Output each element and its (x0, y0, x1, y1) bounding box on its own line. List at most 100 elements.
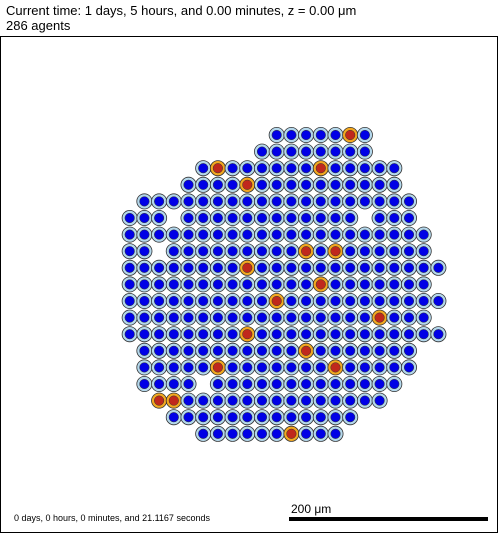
agent (180, 243, 197, 260)
agent-nucleus (403, 312, 415, 323)
agent-nucleus (359, 395, 370, 406)
agent-nucleus (124, 329, 135, 340)
agent-nucleus (212, 312, 223, 323)
agent (356, 160, 373, 177)
agent (136, 276, 153, 293)
agent-nucleus (330, 295, 341, 307)
agent-nucleus (212, 295, 223, 307)
agent-nucleus (301, 212, 312, 224)
agent (400, 326, 417, 343)
agent (356, 127, 373, 144)
agent (298, 226, 315, 243)
agent (342, 276, 359, 293)
agent-nucleus (389, 279, 400, 290)
agent (312, 375, 329, 392)
agent (342, 292, 359, 309)
agent (298, 425, 315, 442)
agent (151, 259, 168, 276)
agent-nucleus (433, 329, 444, 340)
agent-nucleus (389, 329, 400, 340)
agent (312, 359, 329, 376)
agent-nucleus (212, 163, 223, 174)
agent-nucleus (345, 362, 356, 373)
agent (342, 226, 359, 243)
agent-nucleus (139, 196, 150, 207)
agent-nucleus (286, 279, 297, 290)
agent-nucleus (227, 428, 238, 439)
agent (121, 209, 138, 226)
agent-nucleus (286, 163, 297, 174)
agent (386, 160, 403, 177)
agent (180, 259, 197, 276)
agent-nucleus (168, 295, 179, 307)
agent-nucleus (315, 312, 326, 323)
agent (400, 226, 417, 243)
agent (136, 243, 153, 260)
agent-nucleus (315, 412, 326, 423)
agent-nucleus (198, 229, 209, 240)
agent-nucleus (374, 163, 385, 174)
agent (136, 359, 153, 376)
agent (386, 292, 403, 309)
agent (121, 309, 138, 326)
agent (268, 326, 285, 343)
agent (165, 359, 182, 376)
agent-nucleus (286, 212, 297, 224)
agent (195, 292, 212, 309)
special-agent (342, 127, 359, 144)
agent-nucleus (315, 229, 326, 240)
agent-nucleus (418, 312, 429, 323)
agent-nucleus (374, 212, 385, 224)
agent (268, 409, 285, 426)
agent-nucleus (154, 345, 165, 356)
agent-nucleus (330, 395, 341, 406)
agent (165, 326, 182, 343)
agent-nucleus (154, 279, 165, 290)
special-agent (312, 160, 329, 177)
agent-nucleus (315, 196, 326, 207)
agent-nucleus (359, 246, 370, 257)
agent (386, 309, 403, 326)
agent (342, 209, 359, 226)
agent (415, 276, 432, 293)
agent (327, 276, 344, 293)
agent-nucleus (256, 329, 268, 340)
agent-nucleus (212, 395, 223, 406)
agent-nucleus (227, 179, 238, 190)
agent-nucleus (374, 295, 385, 307)
agent (165, 259, 182, 276)
agent-nucleus (301, 295, 312, 307)
agent (165, 375, 182, 392)
agent (327, 392, 344, 409)
agent-nucleus (359, 279, 370, 290)
agent-nucleus (286, 295, 297, 307)
agent (195, 276, 212, 293)
current-time-label: Current time: 1 days, 5 hours, and 0.00 … (6, 3, 357, 18)
agent-nucleus (345, 412, 356, 423)
agent (180, 276, 197, 293)
agent (400, 243, 417, 260)
agent (209, 209, 226, 226)
special-agent (327, 243, 344, 260)
agent (180, 209, 197, 226)
agent (253, 209, 270, 226)
agent (253, 193, 270, 210)
agent (400, 259, 417, 276)
agent-nucleus (330, 312, 341, 323)
agent (356, 359, 373, 376)
agent (180, 193, 197, 210)
agent-nucleus (212, 262, 223, 273)
agent-nucleus (242, 262, 253, 273)
agent (253, 143, 270, 160)
agent-nucleus (227, 395, 238, 406)
agent (371, 375, 388, 392)
agent-nucleus (330, 229, 341, 240)
agent-nucleus (198, 312, 209, 323)
agent-nucleus (330, 163, 341, 174)
agent (356, 276, 373, 293)
agent-nucleus (242, 279, 253, 290)
agent (209, 176, 226, 193)
scale-bar (289, 517, 488, 521)
agent-nucleus (256, 179, 268, 190)
agent-nucleus (124, 312, 135, 323)
